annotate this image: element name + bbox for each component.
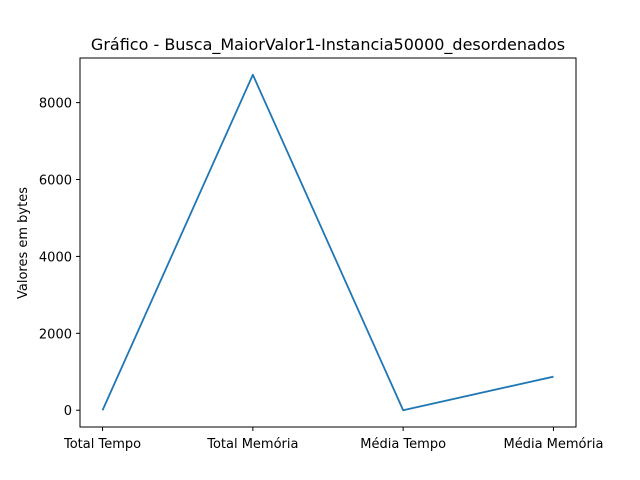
series-line bbox=[101, 73, 554, 412]
plot-area: 0 2000 4000 6000 8000 Total Tempo Total Memóri… bbox=[39, 73, 603, 452]
x-tick-label: Total Memória bbox=[206, 437, 298, 452]
axes-frame bbox=[79, 57, 577, 428]
x-tick-label: Média Tempo bbox=[360, 437, 446, 452]
y-tick-label: 0 bbox=[64, 404, 72, 419]
y-tick-label: 4000 bbox=[39, 250, 72, 265]
x-tick-label: Total Tempo bbox=[63, 437, 141, 452]
y-tick-label: 2000 bbox=[39, 327, 72, 342]
y-tick-label: 8000 bbox=[39, 97, 72, 112]
x-tick-label: Média Memória bbox=[503, 437, 603, 452]
y-tick-label: 6000 bbox=[39, 174, 72, 189]
chart-title: Gráfico - Busca_MaiorValor1-Instancia500… bbox=[91, 35, 565, 55]
y-axis-label: Valores em bytes bbox=[16, 187, 31, 299]
